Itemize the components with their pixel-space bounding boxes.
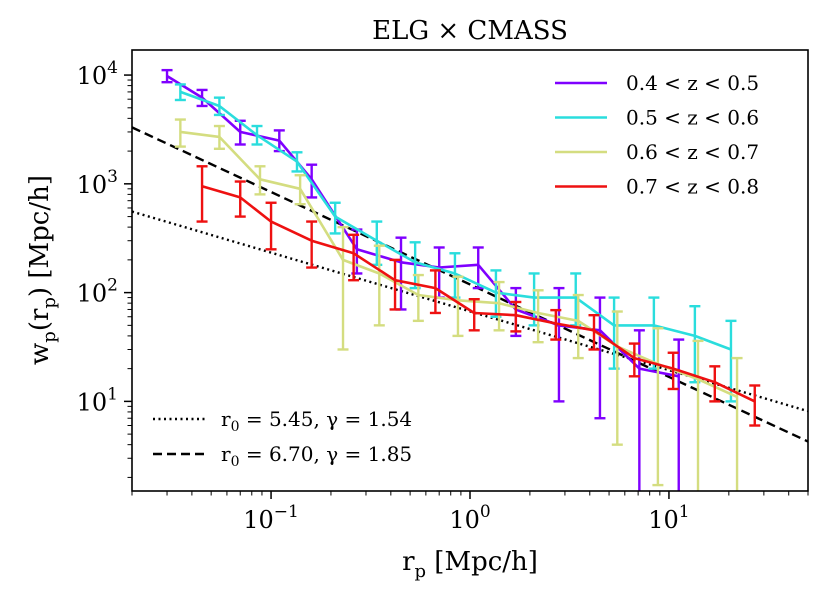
- series-layer: [161, 68, 761, 491]
- y-axis: 101 102 103 104: [77, 58, 132, 478]
- legend-item-3: 0.6 < z < 0.7: [555, 140, 759, 164]
- x-tick-label: 101: [648, 502, 689, 534]
- y-tick-label: 101: [77, 384, 118, 416]
- series-line: [201, 185, 756, 403]
- legend-label: 0.6 < z < 0.7: [626, 140, 759, 164]
- fit-legend-item-1: r0 = 5.45, γ = 1.54: [153, 407, 412, 435]
- chart-title: ELG × CMASS: [372, 16, 568, 46]
- fit-legend-label: r0 = 6.70, γ = 1.85: [221, 442, 412, 470]
- legend-item-4: 0.7 < z < 0.8: [555, 175, 759, 199]
- x-axis-label: rp [Mpc/h]: [402, 547, 538, 582]
- legend-item-2: 0.5 < z < 0.6: [555, 106, 759, 130]
- fit-line-dashed: [132, 126, 808, 443]
- legend-label: 0.4 < z < 0.5: [626, 71, 759, 95]
- y-tick-label: 104: [77, 58, 118, 90]
- x-tick-label: 100: [449, 502, 490, 534]
- legend-item-1: 0.4 < z < 0.5: [555, 71, 759, 95]
- fit-legend-label: r0 = 5.45, γ = 1.54: [221, 407, 412, 435]
- x-axis: 10−1 100 101: [131, 491, 809, 534]
- series-line: [179, 90, 732, 351]
- legend: 0.4 < z < 0.5 0.5 < z < 0.6 0.6 < z < 0.7 0…: [555, 71, 759, 199]
- y-tick-label: 102: [77, 276, 118, 308]
- series-line: [180, 130, 738, 399]
- fit-legend-item-2: r0 = 6.70, γ = 1.85: [153, 442, 412, 470]
- series-3: [174, 118, 743, 491]
- legend-label: 0.5 < z < 0.6: [626, 106, 759, 130]
- series-2: [174, 83, 737, 403]
- y-axis-label: wp(rp) [Mpc/h]: [25, 175, 60, 365]
- series-4: [196, 165, 761, 427]
- x-tick-label: 10−1: [243, 502, 299, 534]
- y-tick-label: 103: [77, 167, 118, 199]
- legend-label: 0.7 < z < 0.8: [626, 175, 759, 199]
- fit-legend: r0 = 5.45, γ = 1.54 r0 = 6.70, γ = 1.85: [153, 407, 412, 470]
